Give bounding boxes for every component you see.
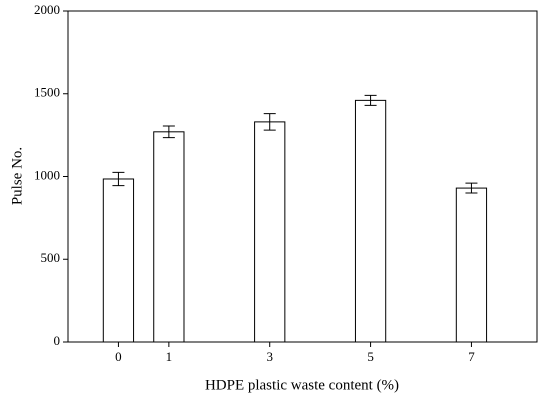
bar xyxy=(153,131,185,343)
bar xyxy=(102,178,135,343)
error-bar xyxy=(465,182,478,194)
x-tick-label: 0 xyxy=(115,349,122,364)
x-axis-label: HDPE plastic waste content (%) xyxy=(205,377,399,393)
y-tick-label: 500 xyxy=(41,250,61,265)
y-tick-label: 0 xyxy=(54,333,61,348)
error-bar xyxy=(263,113,276,131)
y-axis-label: Pulse No. xyxy=(9,147,25,205)
bar xyxy=(455,187,488,343)
x-tick-label: 3 xyxy=(266,349,273,364)
y-tick-label: 1500 xyxy=(34,85,60,100)
bar xyxy=(254,121,286,343)
x-tick-label: 1 xyxy=(166,349,173,364)
y-tick-label: 1000 xyxy=(34,167,60,182)
error-bar xyxy=(162,125,175,139)
x-tick-label: 7 xyxy=(468,349,475,364)
bar xyxy=(354,99,387,343)
error-bar xyxy=(112,171,125,187)
error-bar xyxy=(364,94,377,106)
x-tick-label: 5 xyxy=(367,349,374,364)
y-tick-label: 2000 xyxy=(34,2,60,17)
